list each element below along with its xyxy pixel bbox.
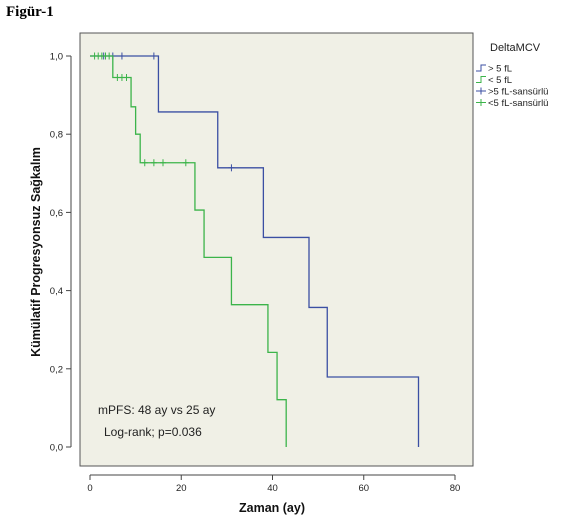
legend-step-symbol [476,76,486,83]
y-axis-label: Kümülatif Progresyonsuz Sağkalım [29,147,43,357]
axes: 0 20 40 60 80 0,0 0,2 0,4 0,6 0,8 1,0 [50,52,461,495]
legend: DeltaMCV > 5 fL< 5 fL>5 fL-sansürlü<5 fL… [476,42,548,109]
x-tick-label: 60 [358,483,369,494]
series-line-1 [90,55,420,447]
y-tick-label: 0,6 [50,208,63,219]
censor-mark-series-2 [123,74,130,82]
annotation-mpfs: mPFS: 48 ay vs 25 ay [98,403,215,417]
x-tick-label: 40 [267,483,278,494]
legend-label: > 5 fL [488,64,512,75]
legend-title: DeltaMCV [490,42,541,54]
censor-mark-series-2 [182,159,189,167]
series-layer [90,52,420,447]
annotation-logrank: Log-rank; p=0.036 [104,425,202,439]
censor-mark-series-1 [150,52,157,60]
legend-item-1: > 5 fL [476,64,512,75]
censor-mark-series-2 [141,159,148,167]
x-axis-label: Zaman (ay) [239,501,305,515]
legend-item-3: >5 fL-sansürlü [476,87,548,98]
x-tick-label: 0 [87,483,92,494]
x-tick-label: 80 [450,483,461,494]
censor-mark-series-2 [150,159,157,167]
censor-mark-series-1 [228,164,235,172]
figure-label: Figür-1 [6,4,54,20]
x-tick-label: 20 [176,483,187,494]
y-tick-label: 1,0 [50,52,63,63]
legend-item-4: <5 fL-sansürlü [476,98,548,109]
y-tick-label: 0,8 [50,130,63,141]
censor-mark-series-1 [118,52,125,60]
legend-label: >5 fL-sansürlü [488,87,548,98]
censor-mark-series-2 [106,52,113,60]
y-tick-label: 0,0 [50,443,63,454]
y-tick-label: 0,4 [50,286,63,297]
y-tick-label: 0,2 [50,364,63,375]
plot-area [79,32,474,467]
legend-step-symbol [476,64,486,72]
legend-label: <5 fL-sansürlü [488,98,548,109]
legend-item-2: < 5 fL [476,75,512,86]
series-line-2 [90,55,287,447]
censor-mark-series-2 [160,159,166,167]
legend-label: < 5 fL [488,75,512,86]
